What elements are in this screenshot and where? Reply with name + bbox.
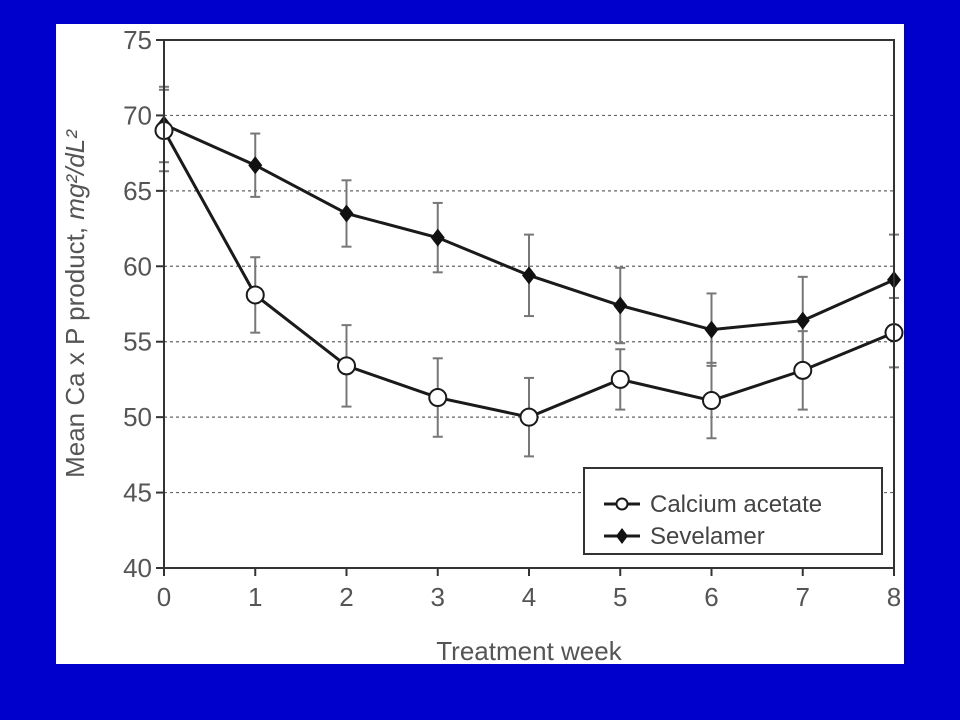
data-point — [610, 369, 630, 389]
data-point — [522, 266, 536, 285]
data-point — [245, 285, 265, 305]
x-tick-label: 8 — [887, 582, 901, 612]
data-point — [248, 156, 263, 175]
x-tick-label: 3 — [431, 582, 445, 612]
y-tick-label: 70 — [123, 100, 152, 130]
x-tick-label: 7 — [796, 582, 810, 612]
y-tick-label: 40 — [123, 553, 152, 583]
legend-box — [583, 467, 883, 555]
legend-label: Calcium acetate — [650, 491, 822, 518]
x-tick-label: 2 — [339, 582, 353, 612]
y-tick-label: 55 — [123, 327, 152, 357]
y-tick-labels: 40 45 50 55 60 65 70 75 — [123, 25, 164, 583]
data-point — [702, 391, 721, 411]
data-point — [793, 360, 813, 380]
data-point — [430, 228, 445, 247]
x-tick-label: 1 — [248, 582, 262, 612]
data-point — [795, 311, 810, 330]
y-tick-label: 65 — [123, 176, 152, 206]
y-axis-title-unit: mg²/dL² — [60, 129, 90, 220]
y-tick-label: 75 — [123, 25, 152, 55]
x-tick-label: 4 — [522, 582, 536, 612]
data-point — [613, 296, 628, 315]
data-point — [337, 356, 356, 376]
data-point — [519, 407, 539, 427]
legend-item-sevelamer: Sevelamer — [604, 523, 765, 550]
legend: Calcium acetate Sevelamer — [583, 467, 883, 555]
y-axis-title-main: Mean Ca x P product, — [60, 220, 90, 478]
series-layer — [154, 85, 904, 458]
x-tick-label: 5 — [613, 582, 627, 612]
y-axis-title: Mean Ca x P product, mg²/dL² — [60, 129, 90, 478]
x-tick-label: 6 — [704, 582, 718, 612]
x-tick-labels: 0 1 2 3 4 5 6 7 8 — [157, 568, 901, 612]
y-tick-label: 45 — [123, 478, 152, 508]
series-calcium-acetate — [154, 88, 904, 458]
legend-label: Sevelamer — [650, 523, 765, 550]
legend-marker — [615, 497, 629, 511]
series-sevelamer — [157, 85, 901, 367]
x-tick-label: 0 — [157, 582, 171, 612]
legend-marker — [616, 528, 628, 544]
x-axis-title: Treatment week — [436, 636, 622, 664]
data-point — [704, 320, 719, 339]
y-tick-label: 60 — [123, 251, 152, 281]
legend-item-calcium-acetate: Calcium acetate — [604, 491, 822, 518]
legend-items: Calcium acetate Sevelamer — [604, 491, 822, 550]
y-tick-label: 50 — [123, 402, 152, 432]
data-point — [339, 204, 354, 223]
data-point — [428, 388, 448, 408]
